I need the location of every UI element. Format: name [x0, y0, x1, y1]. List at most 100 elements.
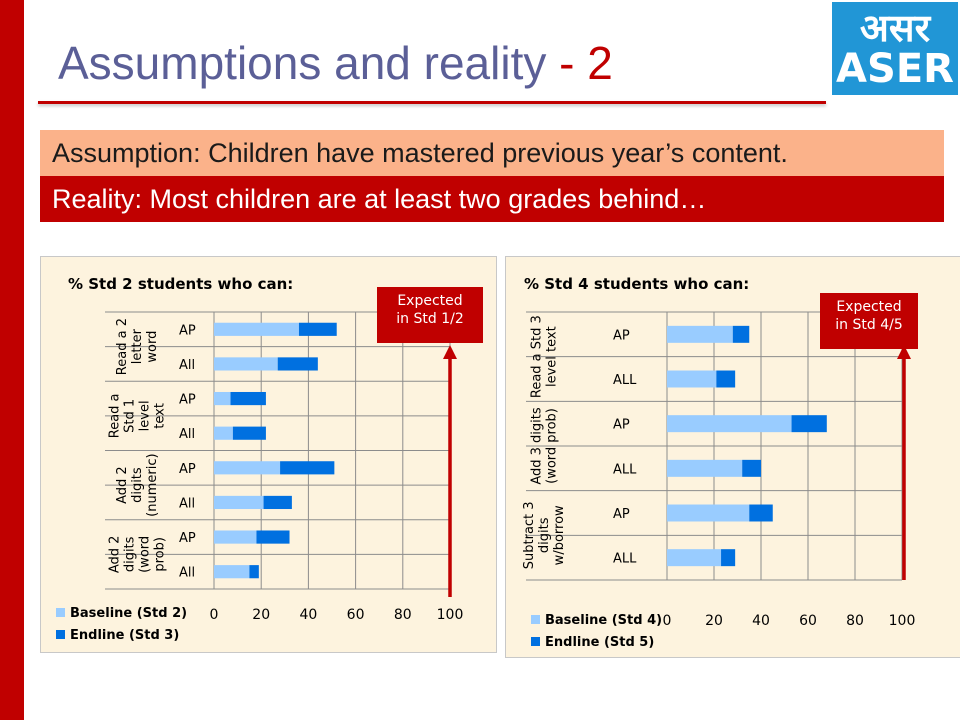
subcategory-label: ALL — [613, 552, 637, 567]
logo-latin-text: ASER — [836, 46, 954, 92]
chart-std4: % Std 4 students who can: AP ALL AP ALL AP ALL… — [522, 275, 918, 650]
group-label: Read aStd 1leveltext — [108, 393, 168, 438]
group-label-line: word — [145, 331, 160, 363]
slide-title-text: Assumptions and reality — [58, 37, 560, 89]
x-tick-label: 60 — [347, 607, 365, 623]
baseline-bar — [667, 504, 750, 522]
baseline-bar — [214, 530, 257, 544]
endline-bar — [249, 565, 259, 579]
group-label: Add 2digits(wordprob) — [108, 536, 168, 574]
x-tick-label: 80 — [394, 607, 412, 623]
subcategory-label: All — [179, 427, 195, 442]
expected-callout-line: Expected — [836, 299, 901, 315]
legend-swatch — [531, 637, 540, 646]
group-label: Add 2digits(numeric) — [115, 453, 160, 516]
group-label: Read a Std 3level text — [530, 315, 560, 398]
group-label-line: letter — [130, 328, 145, 364]
baseline-bar — [667, 415, 792, 433]
baseline-bar — [214, 565, 250, 579]
group-label: Add 3 digits(word prob) — [530, 407, 560, 485]
chart-panel-std2: % Std 2 students who can: AP All AP All AP All… — [40, 256, 497, 653]
endline-bar — [732, 325, 750, 343]
legend-label: Endline (Std 5) — [545, 635, 654, 650]
subcategory-label: AP — [613, 328, 630, 343]
x-tick-label: 40 — [299, 607, 317, 623]
baseline-bar — [667, 325, 733, 343]
left-accent-strip — [0, 0, 24, 720]
expected-callout-box — [377, 287, 483, 343]
legend-swatch — [56, 608, 65, 617]
endline-bar — [298, 322, 337, 336]
reality-banner: Reality: Most children are at least two … — [40, 176, 944, 222]
subcategory-label: All — [179, 496, 195, 511]
group-label-line: level — [138, 400, 153, 431]
subcategory-label: AP — [613, 418, 630, 433]
endline-bar — [263, 495, 292, 510]
x-tick-label: 80 — [846, 613, 864, 629]
baseline-bar — [214, 391, 231, 406]
group-label-line: Add 2 — [115, 466, 130, 504]
x-tick-label: 0 — [663, 613, 672, 629]
baseline-bar — [214, 426, 233, 440]
endline-bar — [721, 549, 736, 567]
subcategory-label: ALL — [613, 373, 637, 388]
group-label: Read a 2letterword — [115, 318, 160, 375]
x-tick-label: 60 — [799, 613, 817, 629]
title-underline — [38, 101, 826, 104]
expected-arrow-head — [897, 345, 911, 359]
baseline-bar — [667, 549, 722, 567]
x-tick-label: 100 — [437, 607, 464, 623]
subcategory-label: AP — [613, 507, 630, 522]
logo-hindi-text: असर — [859, 6, 931, 50]
expected-callout-line: Expected — [397, 293, 462, 309]
endline-bar — [716, 370, 736, 388]
baseline-bar — [214, 322, 299, 336]
group-label-line: level text — [545, 326, 560, 387]
group-label-line: (word — [138, 536, 153, 573]
expected-arrow-head — [443, 345, 457, 359]
aser-logo: असर ASER — [832, 2, 958, 95]
x-tick-label: 0 — [210, 607, 219, 623]
legend-label: Endline (Std 3) — [70, 628, 179, 643]
group-label-line: (numeric) — [145, 453, 160, 516]
group-label-line: (word prob) — [545, 408, 560, 484]
expected-callout-line: in Std 1/2 — [396, 311, 463, 327]
group-label-line: Read a — [108, 393, 123, 438]
endline-bar — [791, 415, 827, 433]
assumption-banner: Assumption: Children have mastered previ… — [40, 130, 944, 176]
legend-swatch — [56, 630, 65, 639]
endline-bar — [232, 426, 266, 440]
group-label-line: prob) — [153, 537, 168, 572]
legend-label: Baseline (Std 2) — [70, 606, 187, 621]
group-label: Subtract 3digitsw/borrow — [522, 501, 567, 569]
group-label-line: digits — [123, 536, 138, 572]
group-label-line: Std 1 — [123, 399, 138, 433]
endline-bar — [277, 357, 318, 371]
legend-label: Baseline (Std 4) — [545, 613, 662, 628]
group-label-line: digits — [130, 467, 145, 503]
endline-bar — [256, 530, 290, 544]
subcategory-label: AP — [179, 393, 196, 408]
subcategory-label: All — [179, 566, 195, 581]
baseline-bar — [214, 495, 264, 510]
endline-bar — [280, 461, 335, 475]
subcategory-label: AP — [179, 323, 196, 338]
slide-title: Assumptions and reality - 2 — [58, 36, 613, 90]
group-label-line: Add 2 — [108, 536, 123, 574]
expected-callout-line: in Std 4/5 — [835, 317, 902, 333]
group-label-line: Add 3 digits — [530, 407, 545, 485]
subcategory-label: All — [179, 358, 195, 373]
chart-title: % Std 2 students who can: — [68, 275, 293, 293]
baseline-bar — [214, 461, 281, 475]
group-label-line: text — [153, 403, 168, 429]
baseline-bar — [667, 459, 743, 477]
endline-bar — [230, 391, 266, 406]
baseline-bar — [214, 357, 278, 371]
subcategory-label: AP — [179, 531, 196, 546]
chart-std2: % Std 2 students who can: AP All AP All AP All… — [56, 275, 483, 643]
subcategory-label: ALL — [613, 462, 637, 477]
slide-title-number: - 2 — [559, 37, 613, 89]
baseline-bar — [667, 370, 717, 388]
group-label-line: w/borrow — [552, 505, 567, 565]
expected-callout-box — [820, 293, 918, 349]
